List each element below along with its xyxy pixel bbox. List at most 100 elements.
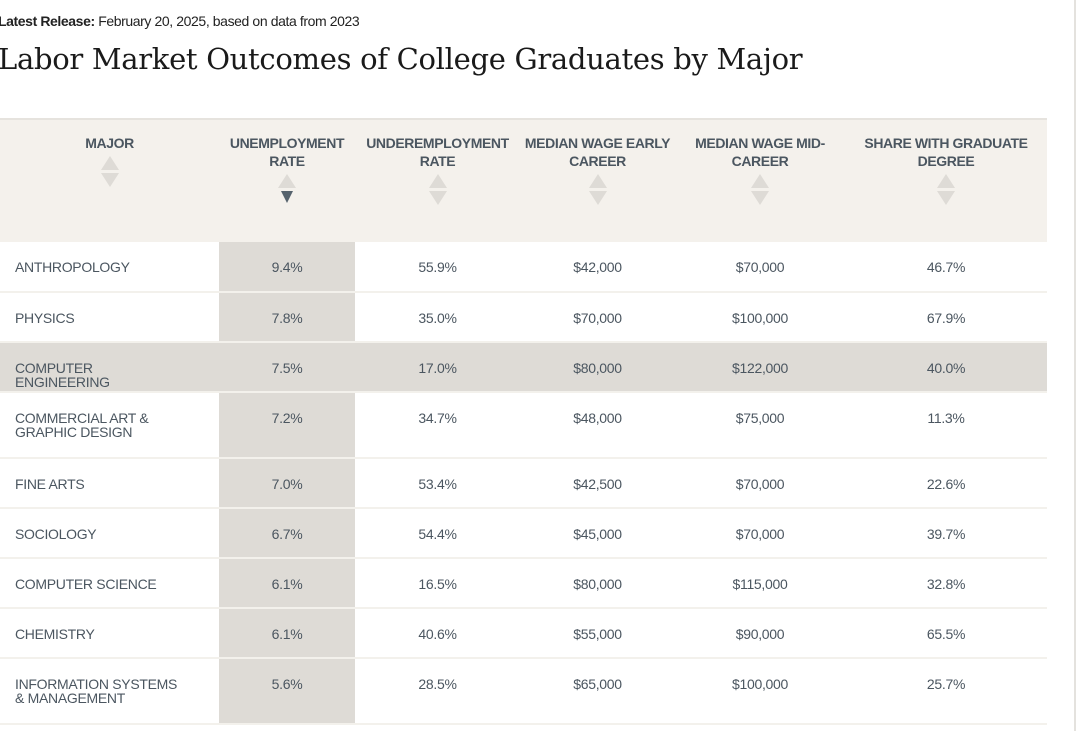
- cell-share-with-graduate-degree: 40.0%: [845, 342, 1047, 393]
- cell-share-with-graduate-degree: 65.5%: [845, 608, 1047, 659]
- cell-major: CHEMISTRY: [0, 608, 219, 659]
- sort-ascending-icon[interactable]: [100, 156, 119, 170]
- sort-ascending-icon[interactable]: [428, 174, 447, 188]
- majors-table: MAJOR UNEMPLOYMENT RATE UNDEREMPLOYMENT RA…: [0, 118, 1047, 725]
- sort-controls: [524, 174, 671, 205]
- column-header-median-wage-mid-career[interactable]: MEDIAN WAGE MID-CAREER: [675, 118, 845, 242]
- release-label: Latest Release:: [0, 13, 95, 29]
- cell-share-with-graduate-degree: 22.6%: [845, 458, 1047, 509]
- cell-share-with-graduate-degree: 39.7%: [845, 508, 1047, 559]
- cell-major: COMMERCIAL ART & GRAPHIC DESIGN: [0, 392, 219, 459]
- cell-median-wage-mid-career: $100,000: [675, 292, 845, 343]
- table-row[interactable]: ANTHROPOLOGY 9.4% 55.9% $42,000 $70,000 46.7%: [0, 242, 1047, 293]
- cell-unemployment-rate: 7.8%: [219, 292, 355, 343]
- sort-descending-icon[interactable]: [937, 191, 955, 205]
- cell-major: SOCIOLOGY: [0, 508, 219, 559]
- cell-underemployment-rate: 54.4%: [355, 508, 520, 559]
- column-header-label: UNEMPLOYMENT RATE: [229, 135, 345, 169]
- cell-major: COMPUTER SCIENCE: [0, 558, 219, 609]
- release-text: February 20, 2025, based on data from 20…: [94, 13, 360, 29]
- cell-median-wage-mid-career: $70,000: [675, 242, 845, 293]
- column-header-unemployment-rate[interactable]: UNEMPLOYMENT RATE: [219, 118, 355, 242]
- cell-share-with-graduate-degree: 32.8%: [845, 558, 1047, 609]
- cell-median-wage-early-career: $45,000: [520, 508, 675, 559]
- cell-median-wage-early-career: $80,000: [520, 558, 675, 609]
- column-header-label: MEDIAN WAGE MID-CAREER: [695, 135, 825, 169]
- sort-descending-icon[interactable]: [281, 191, 293, 203]
- cell-underemployment-rate: 35.0%: [355, 292, 520, 343]
- cell-share-with-graduate-degree: 25.7%: [845, 658, 1047, 725]
- cell-unemployment-rate: 5.6%: [219, 658, 355, 725]
- table-row[interactable]: INFORMATION SYSTEMS & MANAGEMENT 5.6% 28.5…: [0, 658, 1047, 725]
- table-row[interactable]: COMPUTER ENGINEERING 7.5% 17.0% $80,000 $122…: [0, 342, 1047, 393]
- cell-share-with-graduate-degree: 67.9%: [845, 292, 1047, 343]
- release-info: Latest Release: February 20, 2025, based…: [0, 13, 360, 29]
- sort-ascending-icon[interactable]: [588, 174, 607, 188]
- sort-descending-icon[interactable]: [428, 191, 447, 205]
- cell-underemployment-rate: 34.7%: [355, 392, 520, 459]
- column-header-median-wage-early-career[interactable]: MEDIAN WAGE EARLY CAREER: [520, 118, 675, 242]
- sort-controls: [679, 174, 841, 205]
- column-header-label: MAJOR: [85, 135, 134, 151]
- sort-descending-icon[interactable]: [588, 191, 607, 205]
- cell-major: FINE ARTS: [0, 458, 219, 509]
- column-header-underemployment-rate[interactable]: UNDEREMPLOYMENT RATE: [355, 118, 520, 242]
- cell-unemployment-rate: 6.7%: [219, 508, 355, 559]
- cell-median-wage-early-career: $42,000: [520, 242, 675, 293]
- cell-underemployment-rate: 17.0%: [355, 342, 520, 393]
- cell-median-wage-mid-career: $70,000: [675, 458, 845, 509]
- page-title: Labor Market Outcomes of College Graduat…: [0, 42, 803, 76]
- cell-median-wage-early-career: $48,000: [520, 392, 675, 459]
- cell-major: PHYSICS: [0, 292, 219, 343]
- cell-major: COMPUTER ENGINEERING: [0, 342, 219, 393]
- sort-ascending-icon[interactable]: [278, 174, 296, 188]
- column-header-label: UNDEREMPLOYMENT RATE: [366, 135, 509, 169]
- page-border: [1074, 0, 1076, 731]
- sort-controls: [359, 174, 516, 205]
- sort-ascending-icon[interactable]: [937, 174, 955, 188]
- table-row[interactable]: SOCIOLOGY 6.7% 54.4% $45,000 $70,000 39.7%: [0, 508, 1047, 559]
- cell-median-wage-mid-career: $70,000: [675, 508, 845, 559]
- cell-unemployment-rate: 6.1%: [219, 608, 355, 659]
- cell-major: ANTHROPOLOGY: [0, 242, 219, 293]
- cell-unemployment-rate: 6.1%: [219, 558, 355, 609]
- cell-median-wage-early-career: $80,000: [520, 342, 675, 393]
- column-header-major[interactable]: MAJOR: [0, 118, 219, 242]
- cell-underemployment-rate: 40.6%: [355, 608, 520, 659]
- table-row[interactable]: FINE ARTS 7.0% 53.4% $42,500 $70,000 22.6%: [0, 458, 1047, 509]
- cell-major: INFORMATION SYSTEMS & MANAGEMENT: [0, 658, 219, 725]
- cell-underemployment-rate: 53.4%: [355, 458, 520, 509]
- table-row[interactable]: COMMERCIAL ART & GRAPHIC DESIGN 7.2% 34.7%…: [0, 392, 1047, 459]
- sort-descending-icon[interactable]: [100, 173, 119, 187]
- sort-ascending-icon[interactable]: [751, 174, 769, 188]
- cell-share-with-graduate-degree: 11.3%: [845, 392, 1047, 459]
- sort-controls: [223, 174, 351, 203]
- cell-median-wage-mid-career: $122,000: [675, 342, 845, 393]
- cell-share-with-graduate-degree: 46.7%: [845, 242, 1047, 293]
- cell-underemployment-rate: 28.5%: [355, 658, 520, 725]
- cell-median-wage-mid-career: $90,000: [675, 608, 845, 659]
- cell-unemployment-rate: 9.4%: [219, 242, 355, 293]
- column-header-label: SHARE WITH GRADUATE DEGREE: [864, 135, 1028, 169]
- table-row[interactable]: PHYSICS 7.8% 35.0% $70,000 $100,000 67.9%: [0, 292, 1047, 343]
- table-row[interactable]: CHEMISTRY 6.1% 40.6% $55,000 $90,000 65.5%: [0, 608, 1047, 659]
- cell-median-wage-mid-career: $100,000: [675, 658, 845, 725]
- cell-underemployment-rate: 16.5%: [355, 558, 520, 609]
- cell-median-wage-early-career: $70,000: [520, 292, 675, 343]
- sort-controls: [4, 156, 215, 187]
- cell-unemployment-rate: 7.0%: [219, 458, 355, 509]
- cell-unemployment-rate: 7.5%: [219, 342, 355, 393]
- cell-median-wage-early-career: $65,000: [520, 658, 675, 725]
- cell-unemployment-rate: 7.2%: [219, 392, 355, 459]
- cell-median-wage-early-career: $55,000: [520, 608, 675, 659]
- column-header-share-with-graduate-degree[interactable]: SHARE WITH GRADUATE DEGREE: [845, 118, 1047, 242]
- cell-median-wage-mid-career: $115,000: [675, 558, 845, 609]
- cell-median-wage-mid-career: $75,000: [675, 392, 845, 459]
- cell-median-wage-early-career: $42,500: [520, 458, 675, 509]
- cell-underemployment-rate: 55.9%: [355, 242, 520, 293]
- table-header-row: MAJOR UNEMPLOYMENT RATE UNDEREMPLOYMENT RA…: [0, 118, 1047, 242]
- table-row[interactable]: COMPUTER SCIENCE 6.1% 16.5% $80,000 $115,000…: [0, 558, 1047, 609]
- sort-controls: [849, 174, 1043, 205]
- column-header-label: MEDIAN WAGE EARLY CAREER: [524, 135, 671, 169]
- sort-descending-icon[interactable]: [751, 191, 769, 205]
